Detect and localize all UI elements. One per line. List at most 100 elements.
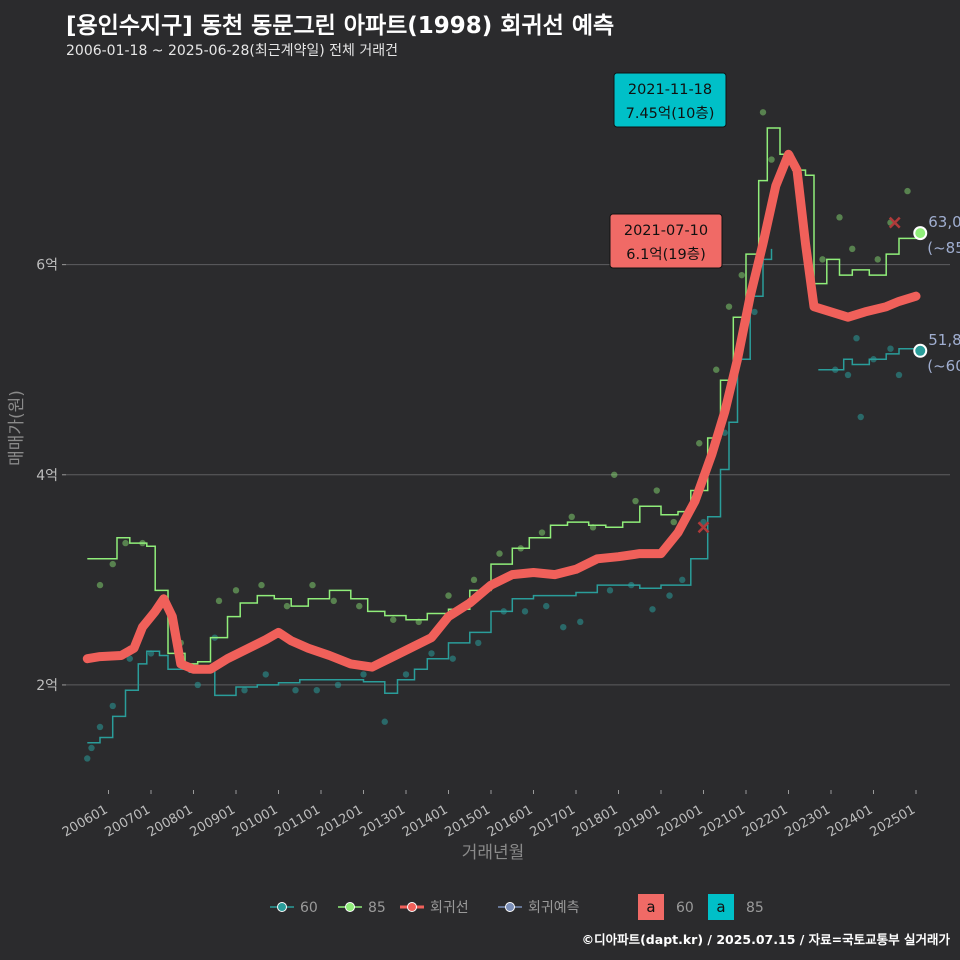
x-tick-label: 200901: [188, 802, 238, 840]
x-tick-label: 200701: [103, 802, 153, 840]
scatter-point-60: [887, 345, 894, 352]
scatter-point-60: [700, 518, 707, 526]
scatter-point-85: [738, 271, 745, 279]
scatter-point-85: [309, 581, 316, 589]
scatter-point-60: [126, 655, 133, 662]
legend-box-label: 60: [676, 900, 694, 916]
scatter-point-85: [258, 581, 265, 589]
scatter-point-85: [538, 529, 546, 536]
x-tick-label: 202001: [655, 802, 705, 840]
scatter-point-85: [759, 109, 767, 116]
scatter-point-85: [874, 256, 881, 263]
scatter-point-60: [560, 623, 567, 631]
scatter-point-60: [521, 608, 529, 615]
scatter-point-85: [390, 616, 397, 623]
scatter-point-85: [232, 587, 240, 594]
scatter-point-85: [670, 518, 677, 526]
legend-box: [638, 894, 664, 920]
scatter-point-60: [475, 639, 482, 647]
scatter-point-60: [577, 618, 584, 626]
scatter-point-60: [402, 671, 410, 678]
scatter-point-85: [632, 497, 639, 505]
scatter-point-60: [679, 576, 686, 584]
annotation-date: 2021-07-10: [624, 223, 708, 239]
legend-item: 60: [270, 900, 318, 916]
scatter-point-60: [895, 371, 903, 379]
forecast-marker: [888, 216, 901, 229]
annotation-value: 6.1억(19층): [626, 246, 706, 263]
annotation-date: 2021-11-18: [628, 82, 712, 98]
chart-subtitle: 2006-01-18 ~ 2025-06-28(최근계약일) 전체 거래건: [66, 43, 398, 59]
y-tick-label: 4억: [36, 468, 58, 484]
legend-box-item: a 60: [638, 894, 694, 920]
annotation-ann85: 2021-11-18 7.45억(10층): [613, 72, 727, 128]
scatter-point-60: [853, 334, 860, 342]
series-line-85: [87, 127, 917, 665]
scatter-point-85: [568, 513, 575, 521]
scatter-point-60: [241, 686, 248, 694]
scatter-point-85: [653, 487, 660, 494]
annotation-box: [613, 72, 727, 128]
scatter-point-60: [313, 686, 320, 694]
scatter-point-85: [215, 597, 223, 605]
legend-box-glyph: a: [646, 898, 655, 916]
scatter-point-60: [666, 592, 673, 599]
y-axis-title: 매매가(원): [7, 390, 27, 466]
legend-marker: [505, 902, 515, 912]
legend-box-label: 85: [746, 900, 764, 916]
x-tick-label: 202301: [783, 802, 833, 840]
scatter-point-85: [611, 471, 618, 478]
scatter-point-60: [96, 723, 104, 731]
x-tick-label: 202201: [740, 802, 790, 840]
scatter-point-60: [381, 718, 388, 725]
end-value-label: 63,040: [928, 213, 960, 231]
legend-marker: [345, 902, 355, 912]
x-tick-label: 201501: [443, 802, 493, 840]
scatter-point-60: [857, 413, 864, 421]
scatter-point-85: [283, 602, 291, 610]
scatter-point-60: [360, 671, 367, 678]
scatter-point-60: [606, 587, 614, 594]
scatter-point-60: [262, 671, 269, 678]
series-line-60: [87, 248, 773, 744]
scatter-point-60: [88, 744, 95, 752]
legend-box-glyph: a: [716, 898, 725, 916]
legend-box-item: a 85: [708, 894, 764, 920]
scatter-point-85: [725, 303, 733, 310]
x-tick-label: 201401: [400, 802, 450, 840]
end-area-label: (~85㎡): [927, 239, 960, 257]
end-point-marker: [913, 226, 928, 241]
annotation-value: 7.45억(10층): [626, 105, 715, 122]
scatter-point-60: [109, 702, 116, 710]
scatter-point-60: [292, 686, 299, 694]
scatter-point-60: [449, 655, 456, 662]
legend-marker: [407, 902, 417, 912]
scatter-point-85: [330, 597, 337, 605]
scatter-point-60: [194, 681, 201, 689]
x-tick-label: 201801: [570, 802, 620, 840]
x-tick-label: 202501: [868, 802, 918, 840]
x-tick-label: 200601: [60, 802, 110, 840]
x-tick-label: 201001: [230, 802, 280, 840]
scatter-point-85: [768, 156, 775, 163]
scatter-point-85: [496, 550, 503, 557]
scatter-point-85: [819, 256, 826, 263]
x-tick-label: 202401: [825, 802, 875, 840]
legend-label: 회귀선: [430, 900, 469, 916]
scatter-point-85: [696, 440, 703, 447]
x-tick-label: 202101: [698, 802, 748, 840]
series-line-60-recent: [818, 347, 917, 371]
y-tick-label: 6억: [36, 258, 58, 274]
scatter-point-60: [844, 371, 852, 379]
scatter-point-85: [713, 366, 720, 373]
scatter-point-85: [470, 576, 478, 584]
end-value-label: 51,800: [928, 331, 960, 349]
legend-label: 85: [368, 900, 386, 916]
y-tick-label: 2억: [36, 678, 58, 694]
scatter-point-85: [96, 581, 104, 589]
scatter-point-85: [356, 602, 363, 610]
x-tick-label: 201301: [358, 802, 408, 840]
series-line-regression: [82, 149, 921, 674]
legend-marker: [277, 902, 287, 912]
scatter-point-60: [649, 606, 656, 613]
